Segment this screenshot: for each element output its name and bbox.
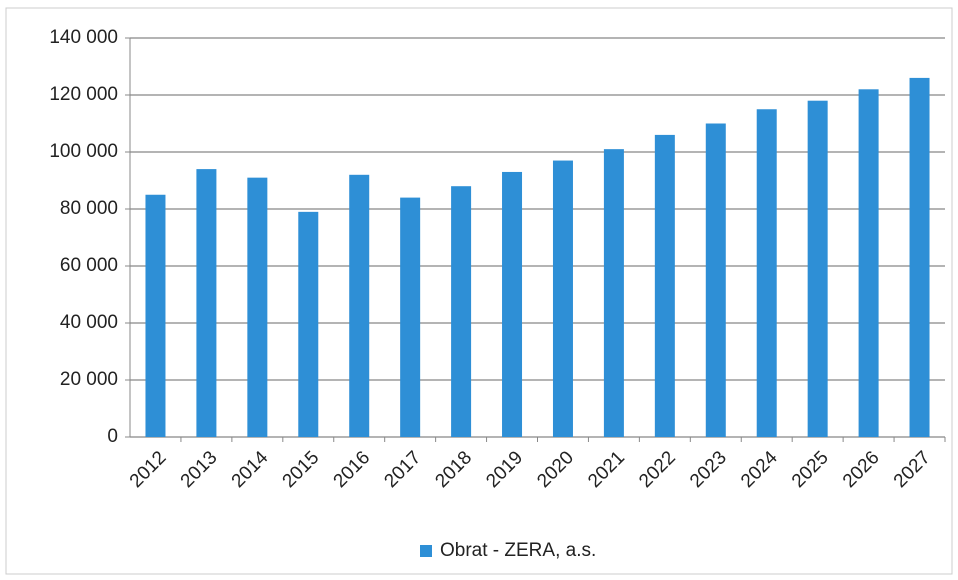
bar [196, 169, 217, 437]
y-tick-label: 120 000 [49, 84, 118, 105]
y-tick-label: 80 000 [60, 198, 118, 219]
bar [400, 197, 421, 437]
y-tick-label: 140 000 [49, 27, 118, 48]
y-tick-label: 0 [107, 426, 118, 447]
y-tick-label: 100 000 [49, 141, 118, 162]
bar [552, 160, 573, 438]
bar [654, 134, 675, 437]
y-tick-label: 20 000 [60, 369, 118, 390]
bar [603, 149, 624, 437]
bar [756, 109, 777, 437]
legend-label: Obrat - ZERA, a.s. [440, 540, 596, 561]
bar [298, 211, 319, 437]
y-tick-label: 40 000 [60, 312, 118, 333]
bar [858, 89, 879, 438]
bar [451, 186, 472, 437]
bar [705, 123, 726, 437]
bar [247, 177, 268, 437]
bar [807, 100, 828, 437]
bar [909, 77, 930, 438]
legend-swatch [420, 545, 432, 557]
bar [145, 194, 166, 437]
bar [502, 171, 523, 437]
bar [349, 174, 370, 438]
y-tick-label: 60 000 [60, 255, 118, 276]
